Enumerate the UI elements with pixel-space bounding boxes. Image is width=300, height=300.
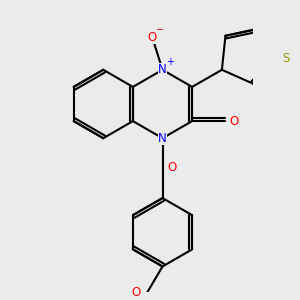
Text: O: O — [167, 161, 177, 174]
Text: O: O — [148, 31, 157, 44]
Text: −: − — [156, 25, 164, 35]
Text: S: S — [282, 52, 289, 65]
Text: N: N — [158, 132, 167, 145]
Text: O: O — [131, 286, 140, 298]
Text: O: O — [230, 115, 239, 128]
Text: +: + — [166, 57, 174, 67]
Text: N: N — [158, 63, 167, 76]
